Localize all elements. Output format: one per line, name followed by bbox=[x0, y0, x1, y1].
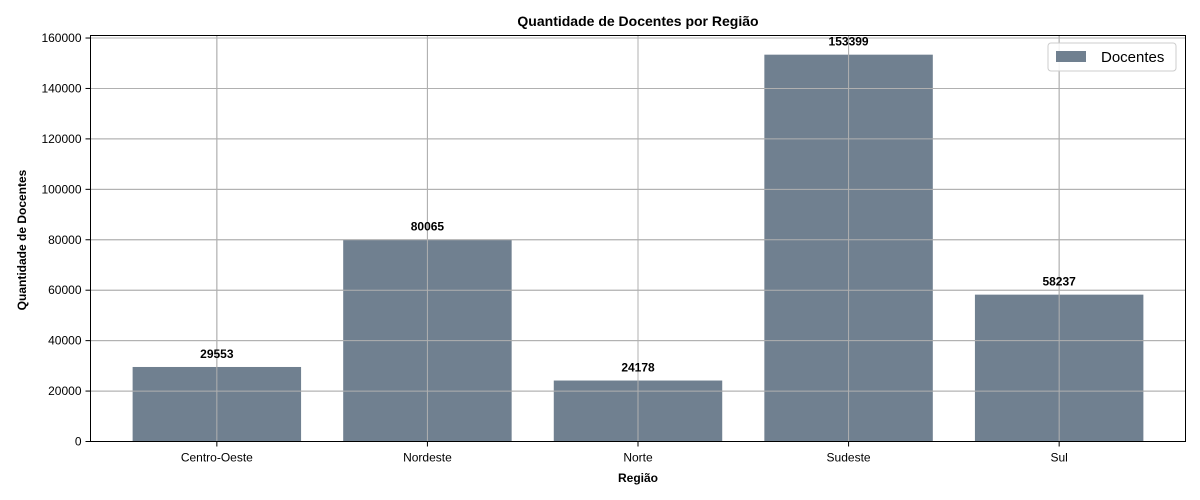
legend: Docentes bbox=[1047, 42, 1177, 72]
bar-value-label: 24178 bbox=[621, 361, 655, 375]
y-tick-label: 60000 bbox=[48, 283, 82, 297]
data-labels: 29553 80065 24178 153399 58237 bbox=[200, 35, 1076, 375]
y-tick-label: 0 bbox=[75, 435, 82, 449]
chart-title: Quantidade de Docentes por Região bbox=[517, 13, 758, 29]
y-tick-label: 40000 bbox=[48, 334, 82, 348]
bar-value-label: 58237 bbox=[1042, 275, 1076, 289]
x-tick-label: Norte bbox=[623, 451, 653, 465]
y-tick-label: 160000 bbox=[41, 31, 81, 45]
legend-box bbox=[1047, 42, 1177, 72]
bar-value-label: 153399 bbox=[829, 35, 869, 49]
x-axis-label: Região bbox=[618, 471, 658, 485]
legend-label: Docentes bbox=[1101, 49, 1164, 66]
bar-value-label: 29553 bbox=[200, 347, 234, 361]
ticks: 0 20000 40000 60000 80000 100000 120000 140000 1… bbox=[41, 31, 1067, 464]
bars bbox=[90, 35, 1186, 442]
bar-value-label: 80065 bbox=[411, 220, 445, 234]
x-tick-label: Nordeste bbox=[403, 451, 452, 465]
y-tick-label: 100000 bbox=[41, 182, 81, 196]
y-axis-label: Quantidade de Docentes bbox=[15, 169, 29, 310]
x-tick-label: Centro-Oeste bbox=[181, 451, 253, 465]
x-tick-label: Sul bbox=[1050, 451, 1067, 465]
y-tick-label: 20000 bbox=[48, 384, 82, 398]
y-tick-label: 120000 bbox=[41, 132, 81, 146]
legend-swatch bbox=[1056, 51, 1086, 62]
y-tick-label: 140000 bbox=[41, 81, 81, 95]
x-tick-label: Sudeste bbox=[827, 451, 871, 465]
y-tick-label: 80000 bbox=[48, 233, 82, 247]
